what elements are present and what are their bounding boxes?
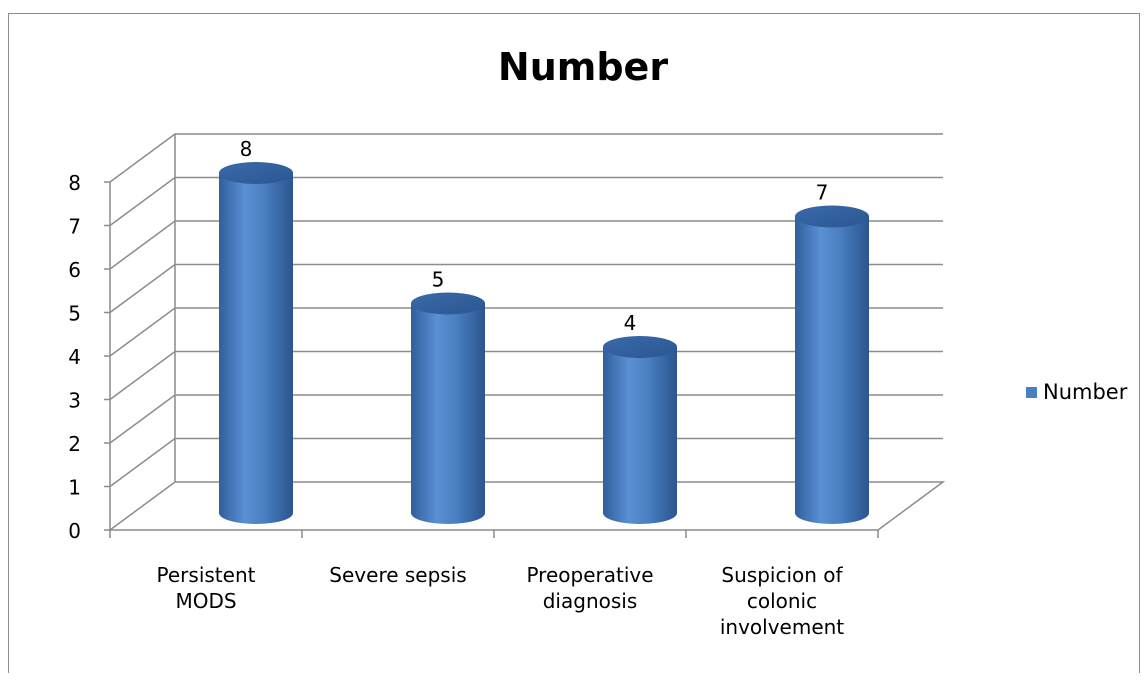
labels-layer: 0 1 2 3 4 5 6 7 8 Persistent MODS Severe sepsis Preo… xyxy=(68,137,844,639)
legend-label: Number xyxy=(1043,380,1128,404)
category-label: Suspicion of colonic involvement xyxy=(720,563,844,639)
data-label: 8 xyxy=(240,137,253,161)
y-tick-label: 7 xyxy=(68,215,81,239)
data-label: 7 xyxy=(816,181,829,205)
bar-body xyxy=(411,303,485,524)
category-label: Severe sepsis xyxy=(329,563,466,587)
y-tick-label: 4 xyxy=(68,345,81,369)
legend: Number xyxy=(1026,380,1128,404)
legend-swatch xyxy=(1026,387,1037,398)
data-label: 5 xyxy=(432,268,445,292)
data-label: 4 xyxy=(624,311,637,335)
bar xyxy=(411,292,485,524)
bar xyxy=(603,336,677,524)
y-tick-label: 3 xyxy=(68,389,81,413)
axis-layer xyxy=(104,181,879,538)
y-tick-label: 0 xyxy=(68,519,81,543)
y-tick-label: 2 xyxy=(68,432,81,456)
y-tick-label: 8 xyxy=(68,171,81,195)
floor-line xyxy=(109,481,946,531)
y-tick-label: 1 xyxy=(68,476,81,500)
category-label: Persistent MODS xyxy=(157,563,256,613)
bars-layer xyxy=(219,162,869,524)
bar xyxy=(795,205,869,524)
bar-body xyxy=(603,347,677,524)
bar-body xyxy=(219,173,293,524)
chart-frame xyxy=(8,13,1140,673)
y-tick-label: 6 xyxy=(68,258,81,282)
bar-top xyxy=(795,205,869,228)
y-tick-label: 5 xyxy=(68,302,81,326)
chart-title: Number xyxy=(498,45,668,89)
grid-layer xyxy=(109,133,946,531)
bar-body xyxy=(795,216,869,524)
bar xyxy=(219,162,293,524)
bar-top xyxy=(603,336,677,358)
bar-top xyxy=(411,292,485,315)
bar-top xyxy=(219,162,293,184)
category-label: Preoperative diagnosis xyxy=(526,563,653,613)
